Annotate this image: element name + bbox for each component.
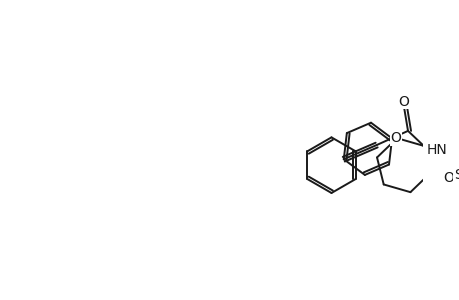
Text: S: S xyxy=(453,168,459,182)
Text: O: O xyxy=(442,171,453,185)
Text: O: O xyxy=(397,94,409,109)
Text: O: O xyxy=(390,131,401,145)
Text: HN: HN xyxy=(426,143,447,157)
